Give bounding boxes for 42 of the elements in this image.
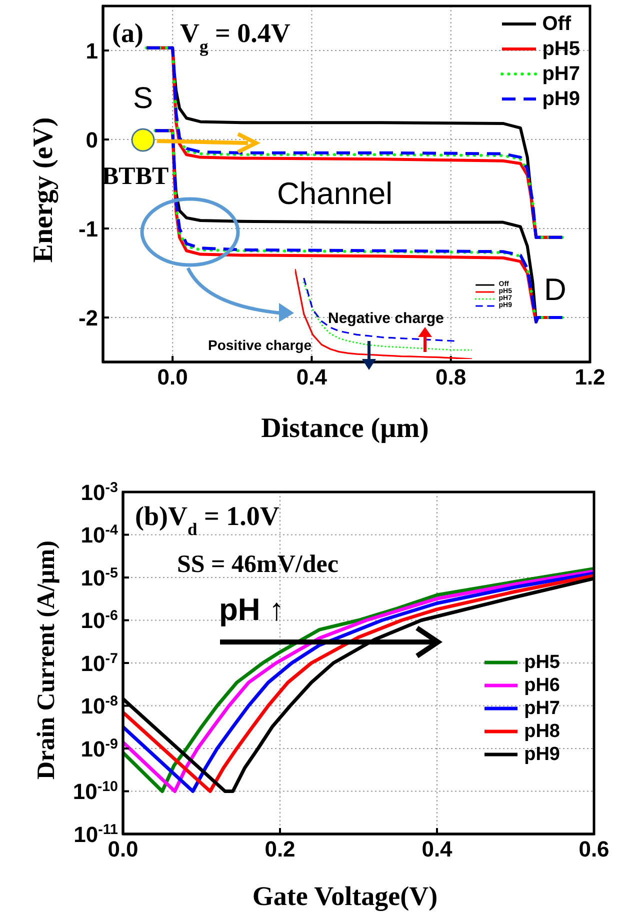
x-tick-label: 0.4 [422, 836, 454, 862]
annotation: SS = 46mV/dec [177, 551, 338, 578]
legend-label: pH5 [524, 652, 560, 673]
x-axis-title: Gate Voltage(V) [252, 881, 438, 911]
x-tick-label: 1.2 [574, 364, 606, 390]
legend-label: pH9 [542, 88, 580, 110]
y-tick-label: 10$^{-10}$ [72, 779, 118, 804]
legend-label: pH7 [524, 698, 560, 719]
x-tick-label: 0.4 [296, 364, 328, 390]
annotation: S [133, 82, 154, 115]
y-tick-label: 10$^{-9}$ [80, 736, 118, 762]
y-tick-label: -2 [78, 305, 98, 330]
y-tick-label: 10$^{-6}$ [80, 608, 118, 634]
y-tick-label: 10$^{-7}$ [80, 650, 118, 676]
y-tick-label: 10$^{-5}$ [80, 565, 118, 590]
y-axis-title: Drain Current (A/µm) [33, 540, 60, 780]
x-tick-label: 0.2 [264, 836, 296, 862]
legend-label: pH7 [542, 63, 580, 85]
legend-label: Off [542, 13, 572, 35]
annotation: D [544, 272, 566, 307]
y-tick-label: 0 [86, 127, 98, 152]
y-tick-label: 10$^{-3}$ [80, 480, 118, 505]
annotation: (a) [112, 18, 144, 48]
y-tick-label: 10$^{-8}$ [80, 694, 118, 719]
annotation: Positive charge [208, 337, 312, 353]
annotation: V$_{g}$ = 0.4V [180, 18, 291, 56]
y-tick-label: 10$^{-4}$ [80, 522, 118, 548]
legend-label: pH9 [524, 744, 560, 765]
annotation: pH ↑ [219, 592, 284, 627]
annotation: (b)V$_{d}$ = 1.0V [135, 501, 280, 539]
x-tick-label: 0.6 [578, 836, 610, 862]
annotation: Negative charge [328, 310, 444, 327]
y-tick-label: 1 [86, 38, 98, 64]
y-tick-label: -1 [78, 216, 98, 242]
x-tick-label: 0.0 [157, 364, 188, 390]
legend-label: pH8 [524, 721, 560, 742]
legend-label: pH5 [542, 38, 580, 60]
annotation: Channel [277, 176, 392, 211]
x-tick-label: 0.8 [436, 364, 466, 390]
y-axis-title: Energy (eV) [28, 117, 59, 263]
legend-label: pH6 [524, 675, 560, 696]
x-axis-title: Distance (µm) [261, 413, 429, 444]
